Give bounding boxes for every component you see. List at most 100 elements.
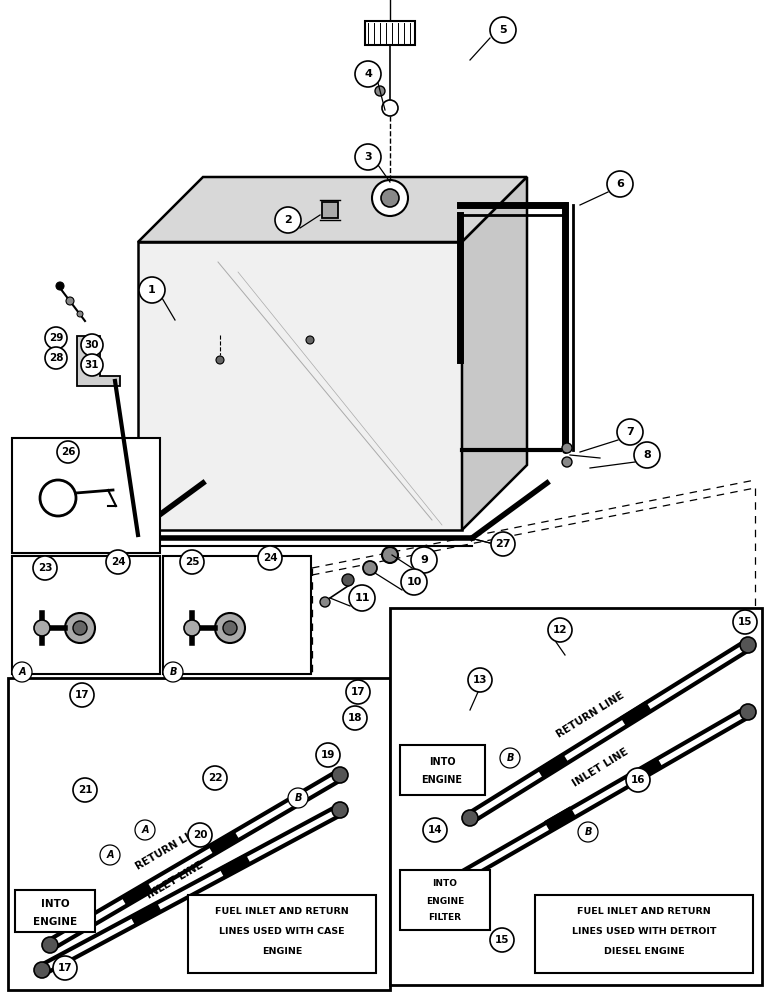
Circle shape: [375, 86, 385, 96]
Circle shape: [57, 441, 79, 463]
Circle shape: [500, 748, 520, 768]
Circle shape: [12, 662, 32, 682]
Circle shape: [490, 928, 514, 952]
Text: 23: 23: [38, 563, 52, 573]
Text: 15: 15: [495, 935, 510, 945]
Circle shape: [70, 683, 94, 707]
Text: 22: 22: [208, 773, 222, 783]
Circle shape: [491, 532, 515, 556]
Text: 24: 24: [110, 557, 125, 567]
Circle shape: [184, 620, 200, 636]
Text: 27: 27: [496, 539, 511, 549]
Bar: [12, 438, 160, 553]
Bar: [365, 21, 415, 45]
Bar: [208, 830, 240, 856]
Text: LINES USED WITH DETROIT: LINES USED WITH DETROIT: [572, 928, 716, 936]
Circle shape: [346, 680, 370, 704]
Circle shape: [349, 585, 375, 611]
Bar: [322, 202, 338, 218]
Text: 24: 24: [262, 553, 277, 563]
Circle shape: [332, 802, 348, 818]
Circle shape: [332, 767, 348, 783]
Bar: [121, 881, 153, 907]
Circle shape: [626, 768, 650, 792]
Polygon shape: [77, 336, 120, 386]
Circle shape: [363, 561, 377, 575]
Text: 17: 17: [58, 963, 73, 973]
Circle shape: [45, 327, 67, 349]
Circle shape: [34, 962, 50, 978]
Circle shape: [33, 556, 57, 580]
Circle shape: [223, 621, 237, 635]
Text: 3: 3: [364, 152, 372, 162]
Text: ENGINE: ENGINE: [422, 775, 462, 785]
Text: INTO: INTO: [432, 880, 458, 888]
Text: 4: 4: [364, 69, 372, 79]
Circle shape: [65, 613, 95, 643]
Text: 6: 6: [616, 179, 624, 189]
Circle shape: [86, 362, 94, 370]
Text: A: A: [19, 667, 25, 677]
Circle shape: [382, 100, 398, 116]
Circle shape: [81, 354, 103, 376]
Text: ENGINE: ENGINE: [426, 896, 464, 906]
Circle shape: [372, 180, 408, 216]
Bar: [544, 806, 576, 832]
Bar: [15, 890, 95, 932]
Circle shape: [411, 547, 437, 573]
Circle shape: [42, 937, 58, 953]
Text: 14: 14: [428, 825, 442, 835]
Text: DIESEL ENGINE: DIESEL ENGINE: [604, 948, 684, 956]
Circle shape: [45, 347, 67, 369]
Circle shape: [740, 704, 756, 720]
Circle shape: [135, 820, 155, 840]
Text: FUEL INLET AND RETURN: FUEL INLET AND RETURN: [577, 908, 711, 916]
Text: B: B: [506, 753, 513, 763]
Text: 15: 15: [738, 617, 752, 627]
Text: 7: 7: [626, 427, 634, 437]
Bar: [537, 753, 569, 779]
Text: 1: 1: [148, 285, 156, 295]
Text: B: B: [169, 667, 177, 677]
Circle shape: [355, 61, 381, 87]
Circle shape: [401, 569, 427, 595]
Circle shape: [81, 334, 103, 356]
Bar: [400, 745, 485, 795]
Text: FUEL INLET AND RETURN: FUEL INLET AND RETURN: [215, 908, 349, 916]
Circle shape: [342, 574, 354, 586]
Polygon shape: [138, 242, 462, 530]
Text: 11: 11: [354, 593, 370, 603]
Circle shape: [382, 547, 398, 563]
Circle shape: [203, 766, 227, 790]
Text: FILTER: FILTER: [428, 914, 462, 922]
Text: A: A: [141, 825, 149, 835]
Polygon shape: [138, 177, 527, 242]
Text: INTO: INTO: [41, 899, 69, 909]
Text: 18: 18: [347, 713, 362, 723]
Bar: [631, 757, 663, 783]
Circle shape: [355, 144, 381, 170]
Circle shape: [106, 550, 130, 574]
Bar: [535, 895, 753, 973]
Text: 12: 12: [553, 625, 567, 635]
Circle shape: [100, 845, 120, 865]
Bar: [130, 902, 162, 926]
Text: 30: 30: [85, 340, 100, 350]
Text: ENGINE: ENGINE: [33, 917, 77, 927]
Circle shape: [73, 778, 97, 802]
Circle shape: [306, 336, 314, 344]
Text: LINES USED WITH CASE: LINES USED WITH CASE: [219, 928, 345, 936]
Bar: [12, 556, 160, 674]
Text: 10: 10: [406, 577, 422, 587]
Text: 26: 26: [61, 447, 75, 457]
Text: ENGINE: ENGINE: [262, 948, 302, 956]
Circle shape: [490, 17, 516, 43]
Text: 8: 8: [643, 450, 651, 460]
Circle shape: [740, 637, 756, 653]
Circle shape: [34, 620, 50, 636]
Circle shape: [733, 610, 757, 634]
Text: 2: 2: [284, 215, 292, 225]
Bar: [188, 895, 376, 973]
Text: B: B: [294, 793, 302, 803]
Text: RETURN LINE: RETURN LINE: [134, 824, 206, 872]
